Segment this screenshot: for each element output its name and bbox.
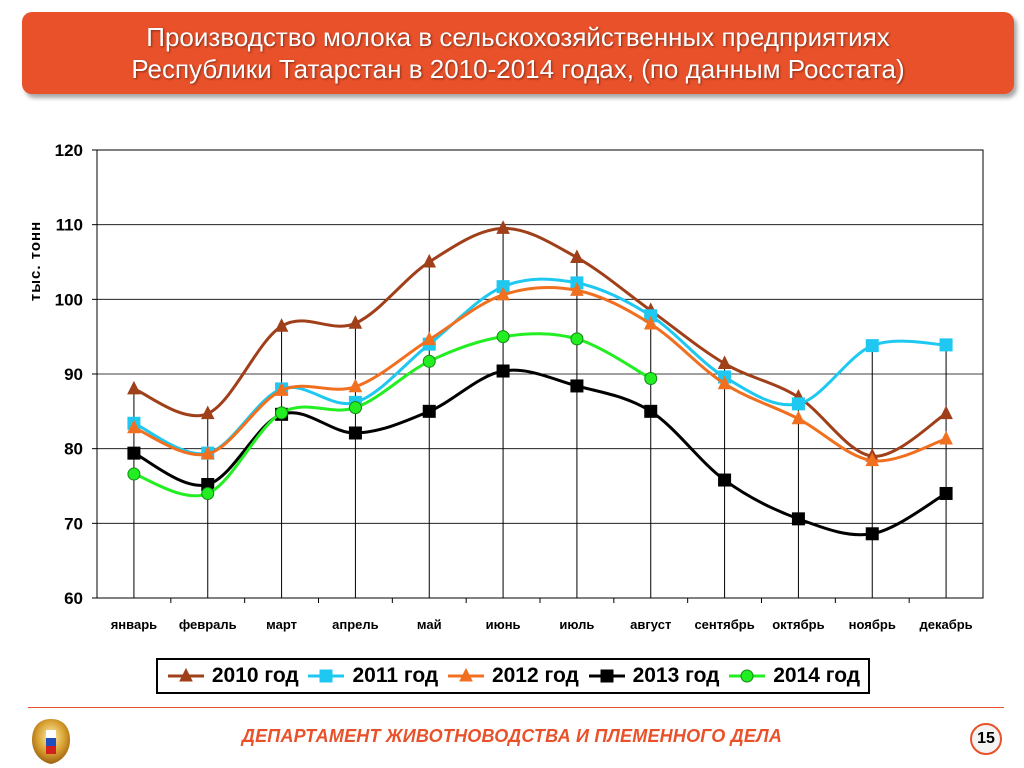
legend-item: 2013 год	[587, 664, 720, 688]
data-point	[422, 354, 436, 368]
legend-swatch-marker	[319, 669, 333, 683]
data-point	[644, 404, 658, 418]
legend-swatch-icon	[729, 669, 766, 683]
data-point	[791, 397, 805, 411]
data-point	[348, 315, 363, 329]
data-point	[127, 380, 141, 395]
legend-swatch-icon	[308, 669, 345, 683]
title-banner: Производство молока в сельскохозяйственн…	[22, 12, 1014, 94]
data-point	[717, 375, 732, 390]
x-tick-label: апрель	[332, 617, 379, 632]
data-point	[570, 282, 584, 296]
chart-title-line-1: Производство молока в сельскохозяйственн…	[146, 22, 890, 52]
data-point	[939, 486, 953, 500]
y-axis-label: тыс. тонн	[27, 221, 44, 301]
page-number: 15	[970, 723, 1002, 755]
legend-swatch-marker	[600, 669, 614, 683]
legend-label: 2013 год	[632, 664, 720, 687]
x-tick-label: февраль	[179, 617, 237, 632]
x-tick-label: март	[266, 617, 297, 632]
data-point	[422, 404, 436, 418]
y-tick-label: 110	[56, 216, 83, 235]
y-tick-label: 80	[64, 440, 83, 459]
footer-divider	[28, 707, 1004, 708]
data-point	[274, 318, 289, 332]
data-point	[496, 364, 510, 378]
data-point	[275, 406, 289, 420]
data-point	[570, 379, 584, 393]
data-point	[127, 446, 141, 460]
ministry-emblem-icon	[32, 719, 70, 764]
series-line	[133, 226, 947, 458]
milk-production-chart: 60 70 80 90 100 110 120 тыс. тонн январь февраль м…	[27, 141, 984, 632]
legend-label: 2010 год	[211, 664, 299, 687]
data-point	[127, 467, 141, 481]
legend-item: 2014 год	[727, 664, 860, 688]
legend-swatch-icon	[588, 669, 625, 683]
chart-title-line-2: Республики Татарстан в 2010-2014 годах, …	[131, 54, 905, 84]
series-5	[127, 330, 658, 500]
data-point	[643, 315, 658, 330]
x-tick-label: сентябрь	[694, 617, 754, 632]
data-point	[422, 331, 437, 346]
data-point	[791, 410, 806, 425]
data-point	[865, 339, 879, 353]
legend-swatch-icon	[447, 667, 484, 682]
y-tick-label: 90	[64, 365, 83, 384]
legend-swatch-icon	[167, 667, 204, 682]
series-line	[133, 277, 947, 456]
y-tick-label: 100	[55, 290, 83, 309]
department-name: ДЕПАРТАМЕНТ ЖИВОТНОВОДСТВА И ПЛЕМЕННОГО …	[241, 726, 783, 746]
data-point	[791, 512, 805, 526]
chart-legend: 2010 год 2011 год 2012 год 2013 год 2014 год	[156, 658, 870, 694]
legend-label: 2014 год	[773, 664, 861, 687]
data-point	[717, 355, 732, 370]
x-tick-label: ноябрь	[849, 617, 896, 632]
data-point	[718, 473, 732, 487]
y-tick-label: 70	[64, 514, 83, 533]
data-point	[939, 430, 953, 445]
x-tick-label: октябрь	[772, 617, 824, 632]
legend-swatch-marker	[459, 667, 473, 682]
data-point	[865, 527, 879, 541]
data-point	[939, 405, 953, 420]
legend-label: 2012 год	[491, 664, 579, 687]
x-tick-label: июль	[559, 617, 594, 632]
x-tick-label: июнь	[486, 617, 521, 632]
data-point	[570, 332, 584, 346]
legend-label: 2011 год	[352, 664, 439, 687]
legend-item: 2011 год	[306, 664, 438, 688]
y-tick-label: 120	[55, 141, 83, 160]
data-point	[644, 371, 658, 385]
x-tick-label: январь	[111, 617, 157, 632]
x-tick-label: декабрь	[919, 617, 972, 632]
data-point	[570, 249, 584, 264]
data-point	[200, 445, 215, 460]
data-point	[939, 338, 953, 352]
y-tick-label: 60	[64, 589, 83, 608]
data-point	[348, 378, 363, 393]
data-point	[496, 330, 510, 344]
data-point	[496, 286, 510, 301]
data-point	[200, 405, 215, 420]
legend-item: 2010 год	[166, 664, 299, 688]
data-point	[201, 486, 215, 500]
legend-item: 2012 год	[446, 664, 579, 688]
x-tick-label: август	[630, 617, 671, 632]
legend-swatch-marker	[179, 667, 193, 682]
data-point	[274, 382, 289, 396]
data-point	[496, 220, 510, 234]
data-point	[865, 452, 880, 467]
legend-swatch-marker	[740, 669, 754, 683]
data-point	[422, 253, 437, 268]
data-point	[127, 419, 141, 434]
data-point	[348, 426, 362, 440]
x-tick-label: май	[417, 617, 442, 632]
data-point	[348, 401, 362, 415]
series-3	[127, 282, 953, 467]
